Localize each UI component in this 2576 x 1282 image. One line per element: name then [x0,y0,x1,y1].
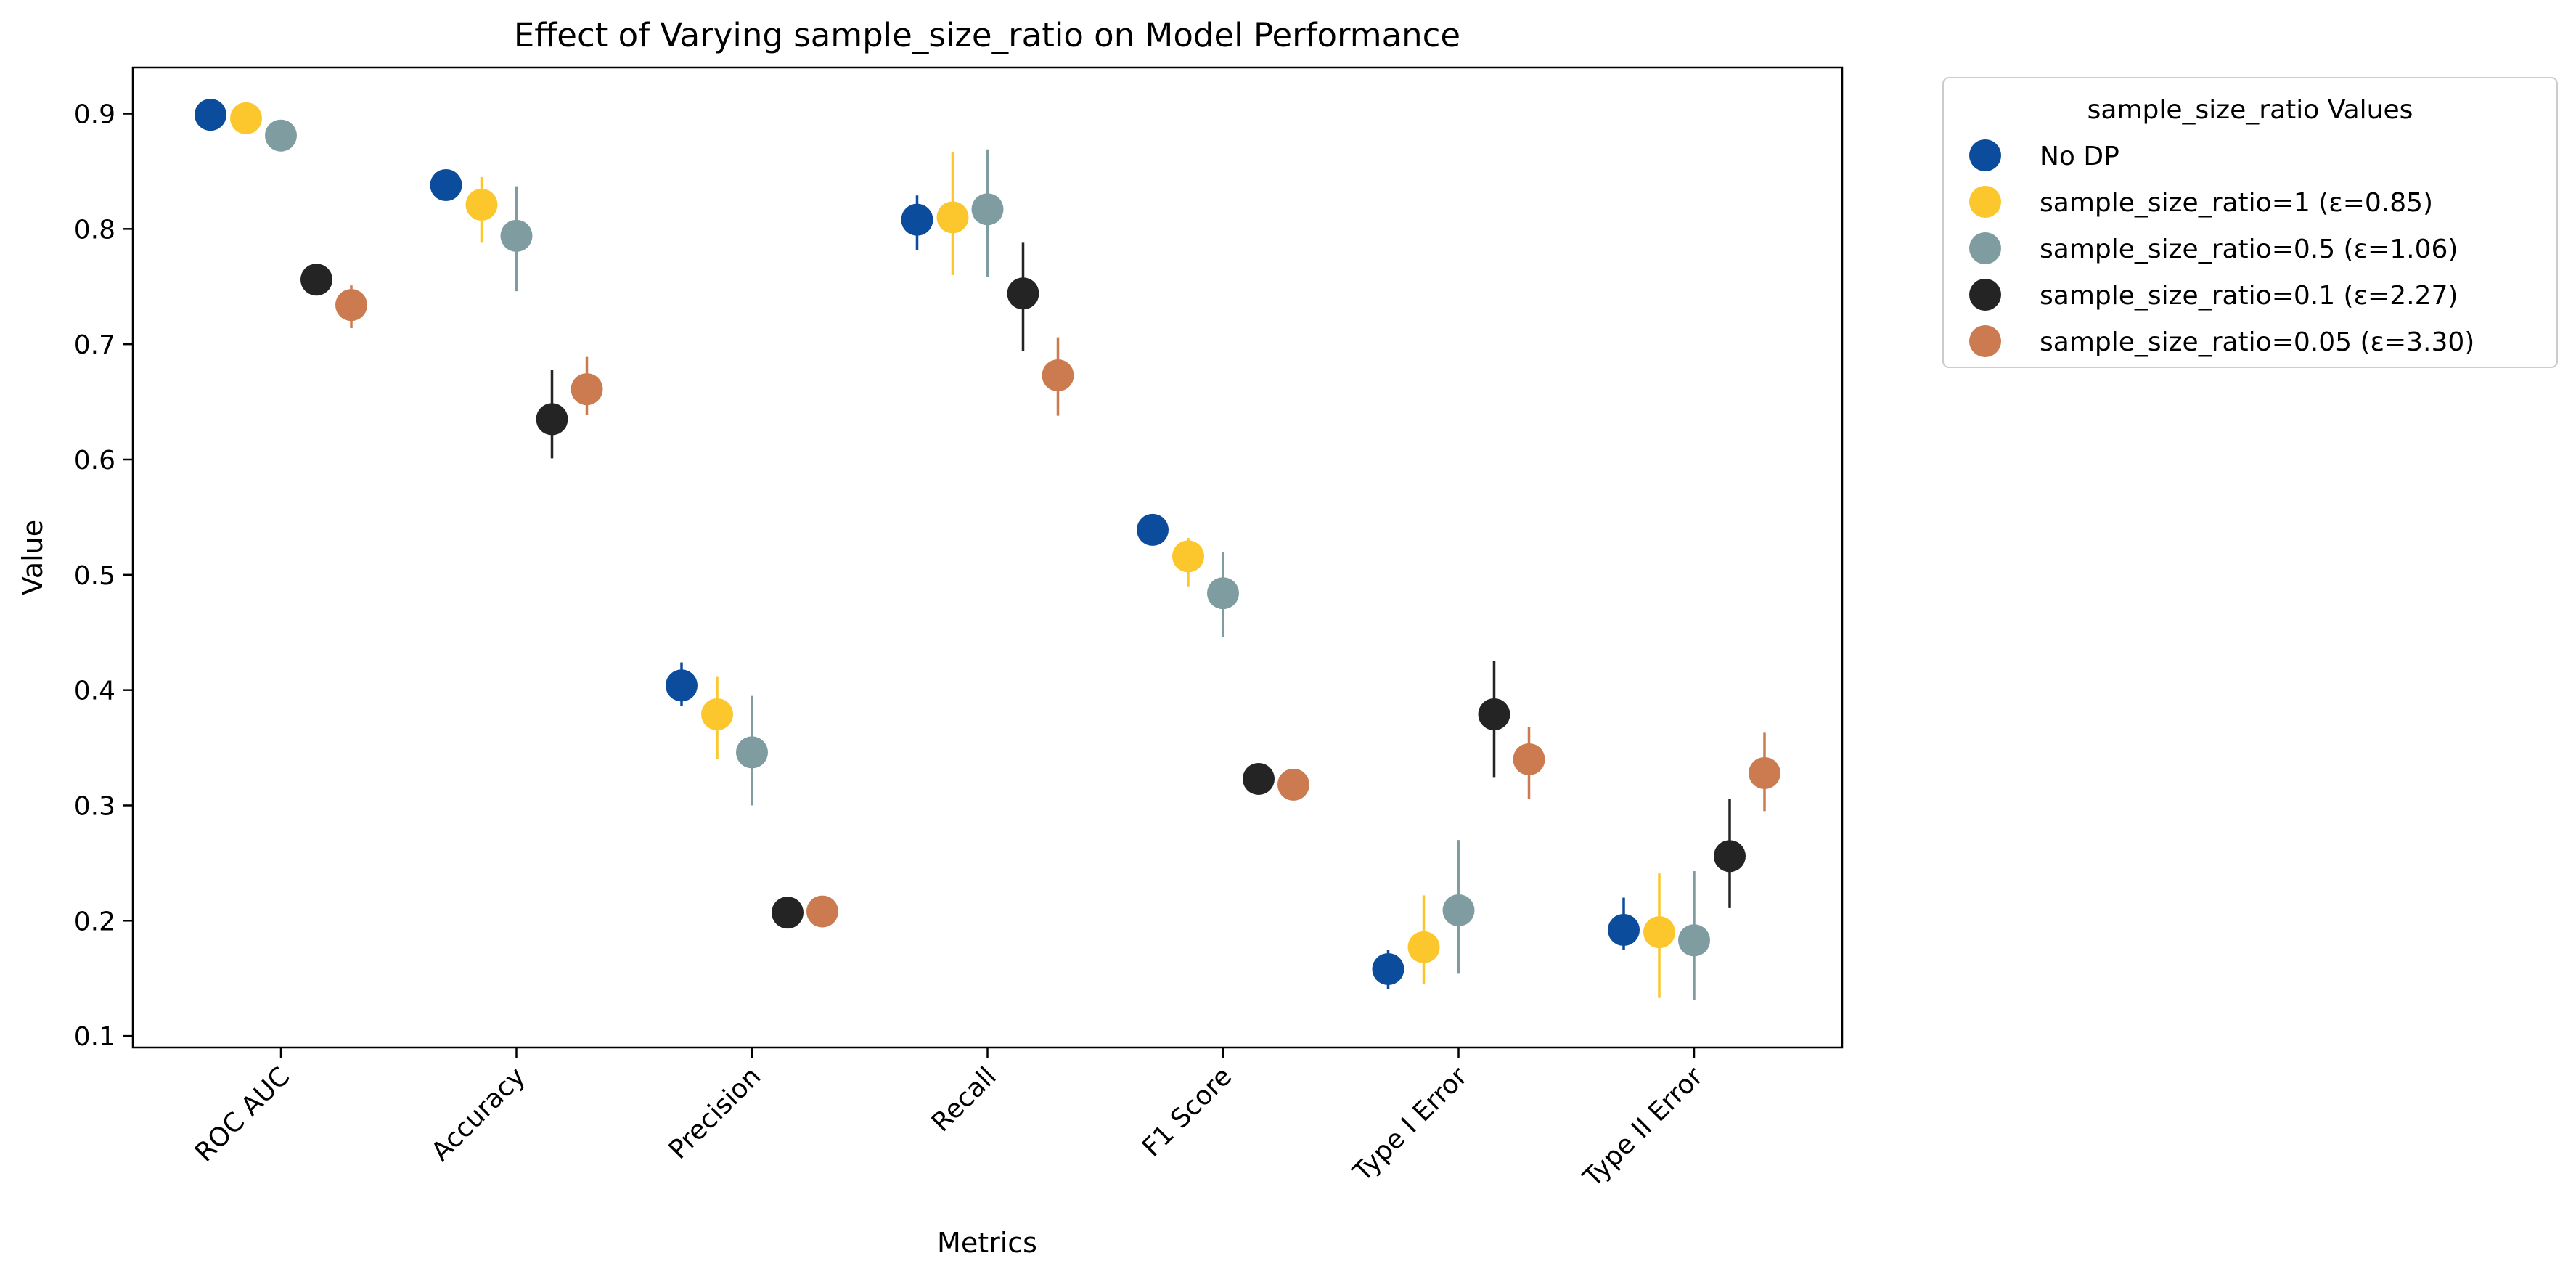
data-point [265,119,297,152]
data-point [1749,757,1780,789]
data-point [701,698,733,730]
legend-marker [1969,232,2001,264]
y-tick-label: 0.4 [74,677,115,706]
x-tick-label: Precision [663,1061,767,1165]
x-tick-label: F1 Score [1137,1061,1238,1162]
data-point [536,403,568,436]
data-point [1608,914,1640,946]
data-point [1513,743,1545,775]
data-point [1007,277,1039,310]
x-axis-label: Metrics [937,1227,1037,1259]
data-point [1478,698,1510,730]
data-point [806,895,838,928]
legend-label: sample_size_ratio=0.05 (ε=3.30) [2040,327,2474,357]
data-point [1137,513,1169,546]
data-point [500,219,533,252]
y-tick-label: 0.3 [74,791,115,821]
data-point [971,193,1004,226]
data-point [300,264,332,296]
x-tick-label: ROC AUC [189,1061,295,1167]
data-point [1042,359,1074,392]
data-point [1442,894,1475,926]
legend-marker [1969,325,2001,357]
data-point [1714,840,1746,873]
data-point [736,736,768,769]
data-point [230,102,262,134]
y-tick-label: 0.5 [74,561,115,591]
data-point [1407,931,1440,963]
chart-title: Effect of Varying sample_size_ratio on M… [514,16,1460,54]
y-tick-label: 0.7 [74,330,115,360]
data-point [1277,768,1309,801]
y-tick-label: 0.8 [74,215,115,245]
x-tick-label: Accuracy [426,1061,531,1167]
y-tick-label: 0.1 [74,1022,115,1052]
data-point [1678,924,1710,957]
legend-label: No DP [2040,142,2119,171]
x-axis: ROC AUC Accuracy Precision Recall F1 Score Ty… [189,1048,1709,1193]
x-tick-label: Recall [926,1061,1002,1138]
data-point [772,897,804,929]
legend-marker [1969,279,2001,311]
data-point [1643,916,1675,949]
data-point [1172,540,1204,573]
legend-label: sample_size_ratio=0.5 (ε=1.06) [2040,234,2458,264]
legend-title: sample_size_ratio Values [2088,95,2413,125]
data-point [465,189,498,221]
data-point [901,203,933,236]
data-point [430,169,462,201]
legend-box [1942,77,2558,368]
data-point [1207,577,1239,610]
y-axis: 0.1 0.2 0.3 0.4 0.5 0.6 0.7 0.8 0.9 [74,100,133,1052]
legend: sample_size_ratio Values No DP sample_siz… [1942,77,2558,368]
y-tick-label: 0.6 [74,446,115,475]
legend-marker [1969,139,2001,171]
legend-label: sample_size_ratio=1 (ε=0.85) [2040,188,2433,218]
data-point [335,289,367,322]
data-point [1372,953,1404,985]
legend-marker [1969,186,2001,218]
data-point [571,373,603,406]
x-tick-label: Type II Error [1577,1061,1709,1193]
legend-label: sample_size_ratio=0.1 (ε=2.27) [2040,281,2458,311]
data-point [936,201,969,234]
data-point [666,669,698,702]
data-point [195,99,226,131]
x-tick-label: Type I Error [1347,1061,1473,1188]
data-point [1243,762,1275,795]
data-marks [195,99,1780,1000]
y-axis-label: Value [17,520,49,595]
y-tick-label: 0.9 [74,100,115,130]
y-tick-label: 0.2 [74,907,115,936]
